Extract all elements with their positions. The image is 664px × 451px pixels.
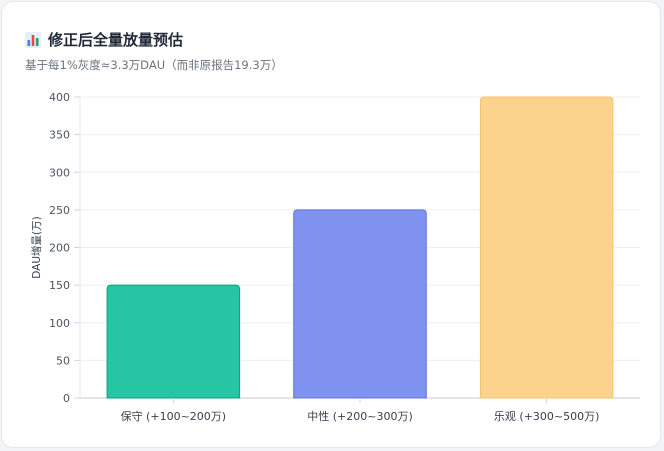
x-tick-label: 中性 (+200~300万) xyxy=(307,409,413,423)
y-tick-label: 150 xyxy=(49,279,70,292)
y-tick-label: 200 xyxy=(49,242,70,255)
y-tick-label: 350 xyxy=(49,129,70,142)
chart-title: 修正后全量放量预估 xyxy=(48,31,184,49)
x-tick-label: 保守 (+100~200万) xyxy=(121,409,227,423)
y-tick-label: 300 xyxy=(49,166,70,179)
y-tick-label: 250 xyxy=(49,204,70,217)
y-axis-title: DAU增量(万) xyxy=(30,216,43,278)
y-tick-label: 0 xyxy=(63,392,70,405)
bar[interactable] xyxy=(479,96,614,399)
bar[interactable] xyxy=(293,209,427,399)
y-tick-label: 50 xyxy=(56,354,70,367)
title-row: 修正后全量放量预估 xyxy=(24,30,183,50)
y-tick-label: 400 xyxy=(49,91,70,104)
x-tick-label: 乐观 (+300~500万) xyxy=(494,410,600,423)
bar[interactable] xyxy=(106,284,241,399)
bar-chart-icon xyxy=(25,32,41,48)
y-tick-label: 100 xyxy=(49,317,70,330)
chart-subtitle: 基于每1%灰度≈3.3万DAU（而非原报告19.3万） xyxy=(25,58,283,72)
